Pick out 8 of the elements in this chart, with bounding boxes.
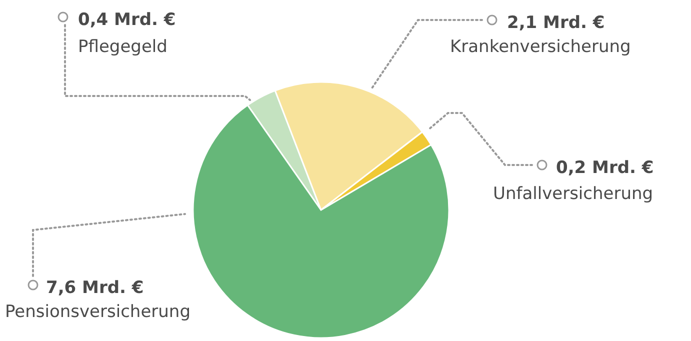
data-label: 2,1 Mrd. € <box>507 13 605 33</box>
data-label: 7,6 Mrd. € <box>46 278 144 298</box>
slice-label: Unfallversicherung <box>493 184 654 204</box>
data-label: 0,2 Mrd. € <box>556 158 654 178</box>
slice-label: Pensionsversicherung <box>5 302 190 322</box>
data-label: 0,4 Mrd. € <box>78 10 176 30</box>
slice-label: Krankenversicherung <box>450 37 631 57</box>
slice-label: Pflegegeld <box>78 37 168 57</box>
